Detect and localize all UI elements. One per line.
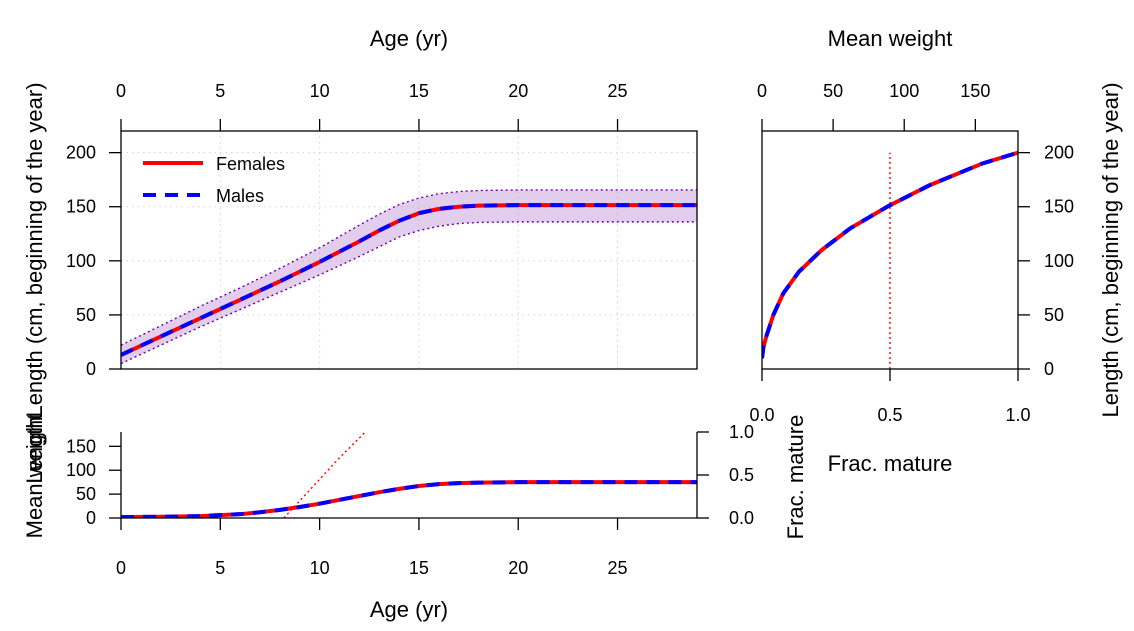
length-ticks: 0 50 100 150 200 bbox=[66, 143, 121, 379]
length-overprint-label: Length bbox=[22, 416, 47, 483]
length-tick-label: 150 bbox=[66, 197, 96, 217]
weight-tick-label: 0 bbox=[757, 81, 767, 101]
age-top-ticks: 0 5 10 15 20 25 bbox=[116, 81, 628, 131]
maturity-at-age-line bbox=[283, 432, 366, 518]
length-right-tick-label: 200 bbox=[1044, 143, 1074, 163]
length-right-tick-label: 50 bbox=[1044, 305, 1064, 325]
weight-left-tick-label: 0 bbox=[86, 508, 96, 528]
length-grid bbox=[120, 131, 697, 370]
age-bottom-tick-label: 15 bbox=[409, 558, 429, 578]
mean-weight-axis-label: Mean weight bbox=[828, 26, 953, 51]
frac-mature-right-tick-label: 0.5 bbox=[729, 465, 754, 485]
frac-mature-axis-label: Frac. mature bbox=[828, 451, 953, 476]
frac-mature-tick-label: 1.0 bbox=[1005, 405, 1030, 425]
legend-label-males: Males bbox=[216, 186, 264, 206]
weight-left-tick-label: 100 bbox=[66, 460, 96, 480]
length-tick-label: 50 bbox=[76, 305, 96, 325]
frac-mature-right-axis-label: Frac. mature bbox=[783, 415, 808, 540]
age-bottom-tick-label: 25 bbox=[608, 558, 628, 578]
mean-weight-left-axis-label: Mean weight bbox=[22, 414, 47, 539]
legend: Females Males bbox=[143, 154, 285, 206]
weight-left-tick-label: 150 bbox=[66, 436, 96, 456]
length-weight-panel: 0 50 100 150 0.0 0.5 1.0 0 50 100 150 200 Mean we… bbox=[749, 26, 1123, 476]
weight-tick-label: 150 bbox=[960, 81, 990, 101]
age-bottom-tick-label: 5 bbox=[215, 558, 225, 578]
age-top-tick-label: 25 bbox=[608, 81, 628, 101]
top-age-axis-label: Age (yr) bbox=[370, 26, 448, 51]
frac-mature-tick-label: 0.0 bbox=[749, 405, 774, 425]
length-tick-label: 200 bbox=[66, 143, 96, 163]
frac-mature-right-tick-label: 1.0 bbox=[729, 422, 754, 442]
age-top-tick-label: 15 bbox=[409, 81, 429, 101]
length-right-axis-label: Length (cm, beginning of the year) bbox=[1098, 82, 1123, 417]
weight-left-tick-label: 50 bbox=[76, 484, 96, 504]
length-frame bbox=[120, 130, 698, 370]
length-band-upper bbox=[121, 189, 697, 346]
weight-left-ticks: 0 50 100 150 bbox=[66, 436, 121, 528]
length-tick-label: 0 bbox=[86, 359, 96, 379]
weight-ticks: 0 50 100 150 bbox=[757, 81, 990, 131]
length-right-ticks: 0 50 100 150 200 bbox=[1018, 143, 1074, 379]
age-top-tick-label: 0 bbox=[116, 81, 126, 101]
age-bottom-tick-label: 0 bbox=[116, 558, 126, 578]
length-right-tick-label: 0 bbox=[1044, 359, 1054, 379]
length-axis-label: Length (cm, beginning of the year) bbox=[22, 82, 47, 417]
age-top-tick-label: 5 bbox=[215, 81, 225, 101]
legend-label-females: Females bbox=[216, 154, 285, 174]
frac-mature-right-tick-label: 0.0 bbox=[729, 508, 754, 528]
length-band bbox=[121, 189, 697, 364]
length-right-tick-label: 100 bbox=[1044, 251, 1074, 271]
age-top-tick-label: 10 bbox=[310, 81, 330, 101]
length-band-lower bbox=[121, 221, 697, 365]
length-tick-label: 100 bbox=[66, 251, 96, 271]
age-top-tick-label: 20 bbox=[508, 81, 528, 101]
series-males-weight bbox=[762, 150, 1018, 359]
series-males bbox=[121, 203, 697, 357]
weight-tick-label: 100 bbox=[889, 81, 919, 101]
frac-mature-tick-label: 0.5 bbox=[877, 405, 902, 425]
series-males-weight-at-age bbox=[121, 480, 697, 518]
age-bottom-ticks: 0 5 10 15 20 25 bbox=[116, 518, 628, 578]
frac-mature-right-ticks: 0.0 0.5 1.0 bbox=[697, 422, 754, 528]
bottom-age-axis-label: Age (yr) bbox=[370, 597, 448, 622]
frac-mature-ticks: 0.0 0.5 1.0 bbox=[749, 369, 1031, 425]
age-bottom-tick-label: 10 bbox=[310, 558, 330, 578]
length-right-tick-label: 150 bbox=[1044, 197, 1074, 217]
age-bottom-tick-label: 20 bbox=[508, 558, 528, 578]
weight-tick-label: 50 bbox=[823, 81, 843, 101]
length-at-age-panel: 0 5 10 15 20 25 0 50 100 150 200 Age (yr) Length … bbox=[22, 26, 698, 418]
